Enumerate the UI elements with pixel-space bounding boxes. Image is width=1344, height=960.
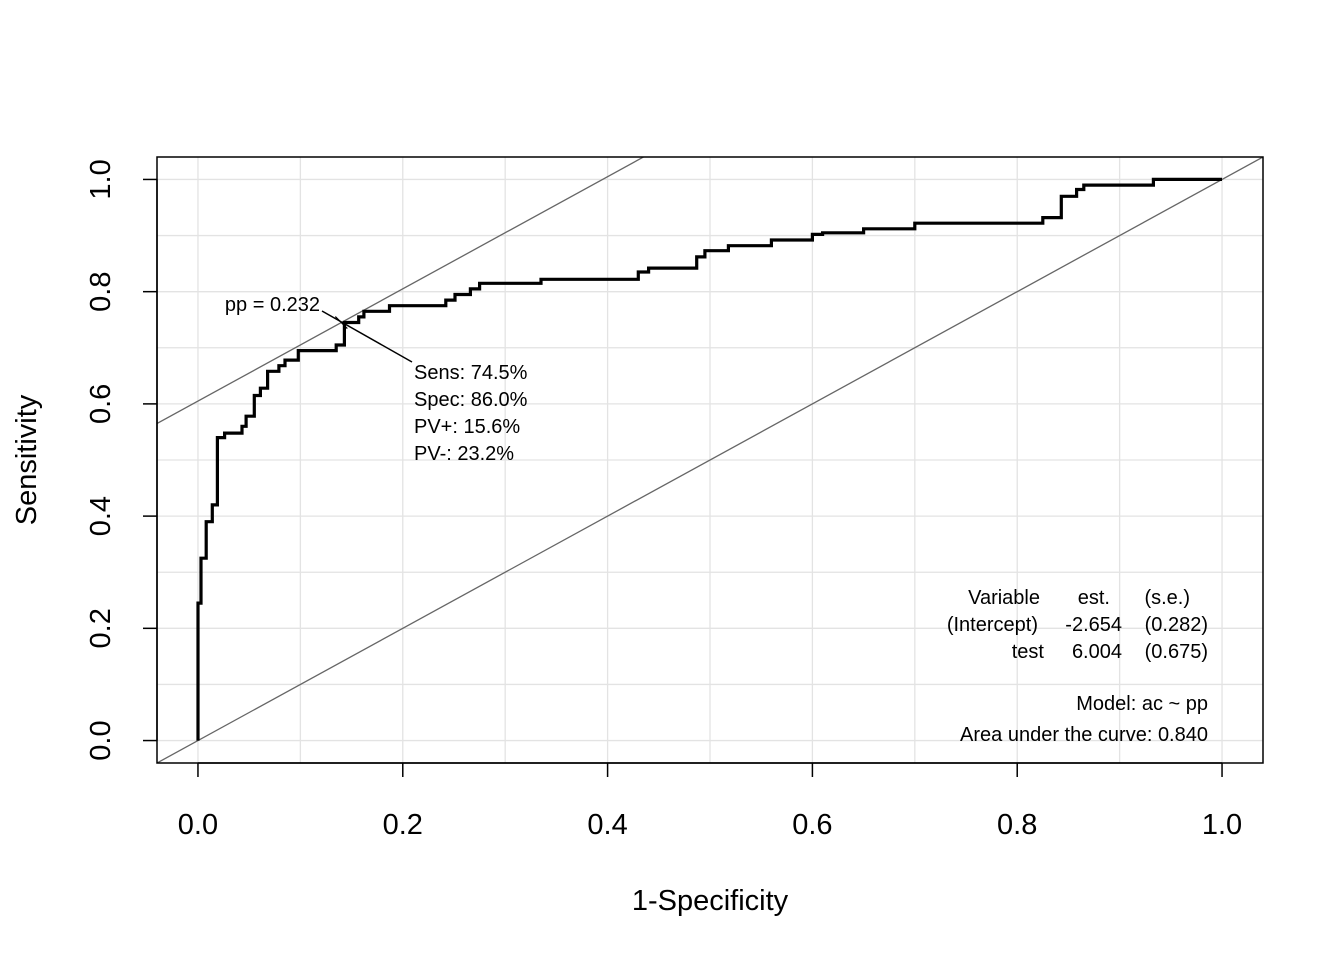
reference-line (157, 157, 1263, 763)
coef-intercept-se: (0.282) (1145, 614, 1208, 636)
npv-label: PV-: 23.2% (414, 443, 514, 465)
specificity-label: Spec: 86.0% (414, 389, 528, 411)
optimal-point-marker (334, 316, 348, 329)
x-axis: 0.0 0.2 0.4 0.6 0.8 1.0 (178, 762, 1242, 841)
coef-test-name: test (1012, 641, 1045, 663)
model-summary: Variable est. (s.e.) (Intercept) -2.654 … (947, 587, 1208, 746)
model-formula: Model: ac ~ pp (1076, 693, 1208, 715)
coef-test-se: (0.675) (1145, 641, 1208, 663)
y-axis: 0.0 0.2 0.4 0.6 0.8 1.0 (85, 159, 158, 761)
reference-lines (157, 157, 1263, 763)
auc-label: Area under the curve: 0.840 (960, 724, 1208, 746)
annotation-pointer (321, 310, 413, 363)
y-tick-label: 0.0 (85, 720, 117, 760)
y-tick-label: 0.2 (85, 608, 117, 648)
x-tick-label: 0.4 (587, 809, 627, 841)
coef-intercept-name: (Intercept) (947, 614, 1038, 636)
x-axis-title: 1-Specificity (632, 885, 789, 917)
coef-header-est: est. (1078, 587, 1110, 609)
x-tick-label: 0.8 (997, 809, 1037, 841)
sensitivity-label: Sens: 74.5% (414, 362, 528, 384)
reference-line (157, 157, 645, 425)
coef-header-variable: Variable (968, 587, 1040, 609)
y-tick-label: 0.8 (85, 272, 117, 312)
x-tick-label: 0.2 (383, 809, 423, 841)
coef-header-se: (s.e.) (1144, 587, 1190, 609)
optimal-point-annotation: pp = 0.232 Sens: 74.5% Spec: 86.0% PV+: … (225, 294, 528, 465)
y-tick-label: 0.6 (85, 384, 117, 424)
y-axis-title: Sensitivity (11, 394, 43, 525)
cutoff-label: pp = 0.232 (225, 294, 320, 316)
roc-curves (196, 177, 1222, 741)
coef-intercept-est: -2.654 (1065, 614, 1122, 636)
grid-lines (157, 157, 1263, 763)
ppv-label: PV+: 15.6% (414, 416, 520, 438)
y-tick-label: 1.0 (85, 159, 117, 199)
x-tick-label: 1.0 (1202, 809, 1242, 841)
coef-test-est: 6.004 (1072, 641, 1122, 663)
x-tick-label: 0.0 (178, 809, 218, 841)
x-tick-label: 0.6 (792, 809, 832, 841)
roc-curve (196, 177, 1222, 741)
y-tick-label: 0.4 (85, 496, 117, 536)
